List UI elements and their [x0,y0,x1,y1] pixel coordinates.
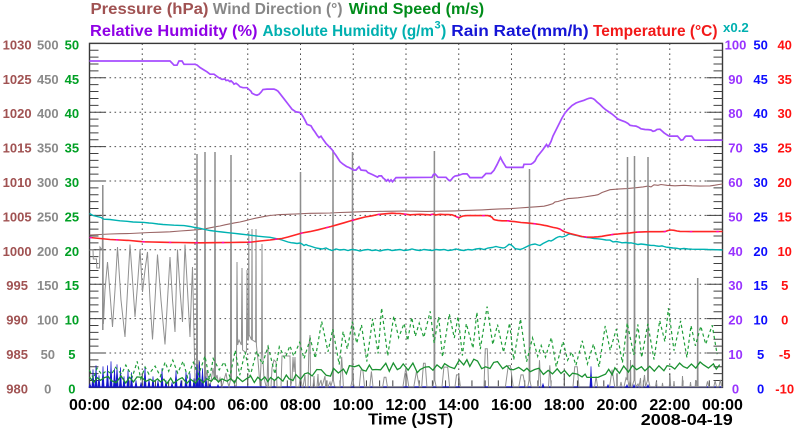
svg-text:-10: -10 [775,381,794,396]
svg-text:-5: -5 [779,347,791,362]
svg-text:250: 250 [37,209,59,224]
svg-text:25: 25 [753,209,767,224]
svg-text:Absolute Humidity (g/m: Absolute Humidity (g/m [263,23,435,40]
svg-text:450: 450 [37,72,59,87]
svg-text:1030: 1030 [3,37,32,52]
svg-text:50: 50 [728,209,742,224]
svg-text:200: 200 [37,244,59,259]
svg-text:80: 80 [728,106,742,121]
svg-text:20:00: 20:00 [597,397,638,414]
svg-text:150: 150 [37,278,59,293]
svg-text:1010: 1010 [3,175,32,190]
svg-text:70: 70 [728,141,742,156]
svg-text:06:00: 06:00 [227,397,268,414]
svg-text:10: 10 [65,313,79,328]
svg-text:500: 500 [37,37,59,52]
svg-text:100: 100 [37,313,59,328]
svg-text:30: 30 [753,175,767,190]
svg-text:x0.2: x0.2 [723,20,749,35]
svg-text:16:00: 16:00 [491,397,532,414]
svg-text:Wind Speed (m/s): Wind Speed (m/s) [349,1,484,18]
svg-text:Time (JST): Time (JST) [368,412,453,429]
svg-text:12:00: 12:00 [386,397,427,414]
svg-text:3: 3 [435,20,441,32]
svg-text:25: 25 [65,209,79,224]
svg-text:08:00: 08:00 [280,397,321,414]
svg-text:1015: 1015 [3,141,32,156]
svg-text:1025: 1025 [3,72,32,87]
svg-text:0: 0 [732,381,739,396]
svg-text:1005: 1005 [3,209,32,224]
svg-text:45: 45 [753,72,767,87]
svg-text:300: 300 [37,175,59,190]
svg-text:): ) [441,23,446,40]
svg-text:25: 25 [777,141,791,156]
svg-text:100: 100 [725,37,747,52]
svg-text:0: 0 [68,381,75,396]
svg-text:30: 30 [777,106,791,121]
svg-text:50: 50 [753,37,767,52]
svg-text:Rain Rate(mm/h): Rain Rate(mm/h) [451,23,588,40]
svg-text:10: 10 [753,313,767,328]
svg-text:40: 40 [65,106,79,121]
svg-text:60: 60 [728,175,742,190]
svg-text:15: 15 [777,209,791,224]
svg-text:0: 0 [757,381,764,396]
svg-text:30: 30 [65,175,79,190]
svg-text:Wind Direction (°): Wind Direction (°) [213,1,343,18]
svg-text:45: 45 [65,72,79,87]
svg-text:40: 40 [728,244,742,259]
svg-text:2008-04-19: 2008-04-19 [641,412,733,429]
svg-text:22:00: 22:00 [649,397,690,414]
svg-text:15: 15 [65,278,79,293]
svg-text:35: 35 [777,72,791,87]
svg-text:40: 40 [753,106,767,121]
svg-text:Pressure (hPa): Pressure (hPa) [91,1,209,18]
svg-text:20: 20 [753,244,767,259]
svg-text:5: 5 [781,278,788,293]
svg-text:Temperature (°C): Temperature (°C) [593,23,718,40]
svg-text:30: 30 [728,278,742,293]
svg-text:10: 10 [777,244,791,259]
svg-text:980: 980 [6,381,28,396]
svg-text:0: 0 [781,313,788,328]
svg-text:985: 985 [6,347,28,362]
svg-text:14:00: 14:00 [438,397,479,414]
svg-text:0: 0 [44,381,51,396]
svg-text:50: 50 [41,347,55,362]
svg-text:35: 35 [753,141,767,156]
svg-text:40: 40 [777,37,791,52]
svg-text:990: 990 [6,313,28,328]
svg-text:20: 20 [777,175,791,190]
svg-text:20: 20 [65,244,79,259]
svg-text:04:00: 04:00 [175,397,216,414]
svg-text:35: 35 [65,141,79,156]
svg-text:00:00: 00:00 [702,397,743,414]
svg-text:02:00: 02:00 [122,397,163,414]
svg-text:15: 15 [753,278,767,293]
svg-text:1020: 1020 [3,106,32,121]
svg-text:400: 400 [37,106,59,121]
svg-text:5: 5 [757,347,764,362]
svg-text:5: 5 [68,347,75,362]
svg-text:90: 90 [728,72,742,87]
svg-text:18:00: 18:00 [544,397,585,414]
svg-text:350: 350 [37,141,59,156]
svg-text:Relative Humidity (%): Relative Humidity (%) [90,23,258,40]
svg-text:10:00: 10:00 [333,397,374,414]
svg-text:50: 50 [65,37,79,52]
svg-text:20: 20 [728,313,742,328]
svg-text:995: 995 [6,278,28,293]
svg-text:1000: 1000 [3,244,32,259]
svg-text:00:00: 00:00 [69,397,110,414]
svg-text:10: 10 [728,347,742,362]
